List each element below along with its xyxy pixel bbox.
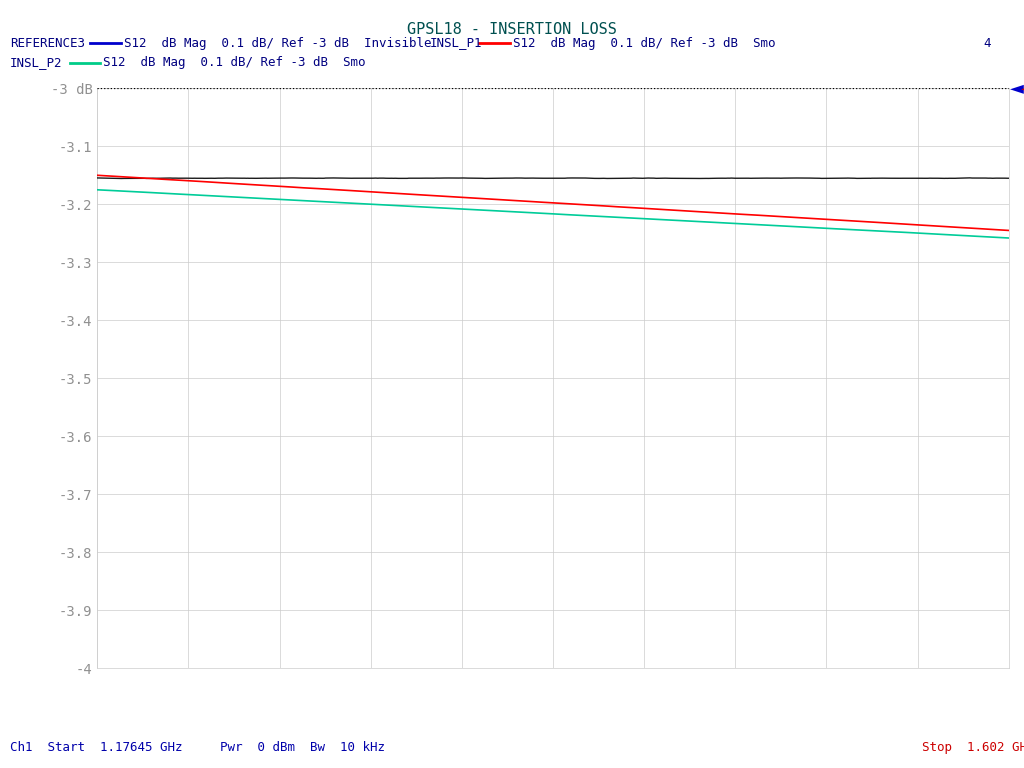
Text: 4: 4 bbox=[983, 37, 990, 49]
Text: INSL_P1: INSL_P1 bbox=[430, 37, 482, 49]
Text: S12  dB Mag  0.1 dB/ Ref -3 dB  Invisible: S12 dB Mag 0.1 dB/ Ref -3 dB Invisible bbox=[124, 37, 431, 49]
Text: INSL_P2: INSL_P2 bbox=[10, 57, 62, 69]
Text: ◄: ◄ bbox=[1021, 79, 1024, 98]
Text: Ch1  Start  1.17645 GHz     Pwr  0 dBm  Bw  10 kHz: Ch1 Start 1.17645 GHz Pwr 0 dBm Bw 10 kH… bbox=[10, 741, 385, 754]
Text: Stop  1.602 GHz: Stop 1.602 GHz bbox=[922, 741, 1024, 754]
Text: S12  dB Mag  0.1 dB/ Ref -3 dB  Smo: S12 dB Mag 0.1 dB/ Ref -3 dB Smo bbox=[513, 37, 775, 49]
Text: REFERENCE3: REFERENCE3 bbox=[10, 37, 85, 49]
Text: S12  dB Mag  0.1 dB/ Ref -3 dB  Smo: S12 dB Mag 0.1 dB/ Ref -3 dB Smo bbox=[103, 57, 366, 69]
Text: ◄: ◄ bbox=[1010, 79, 1024, 98]
Text: GPSL18 - INSERTION LOSS: GPSL18 - INSERTION LOSS bbox=[408, 22, 616, 37]
